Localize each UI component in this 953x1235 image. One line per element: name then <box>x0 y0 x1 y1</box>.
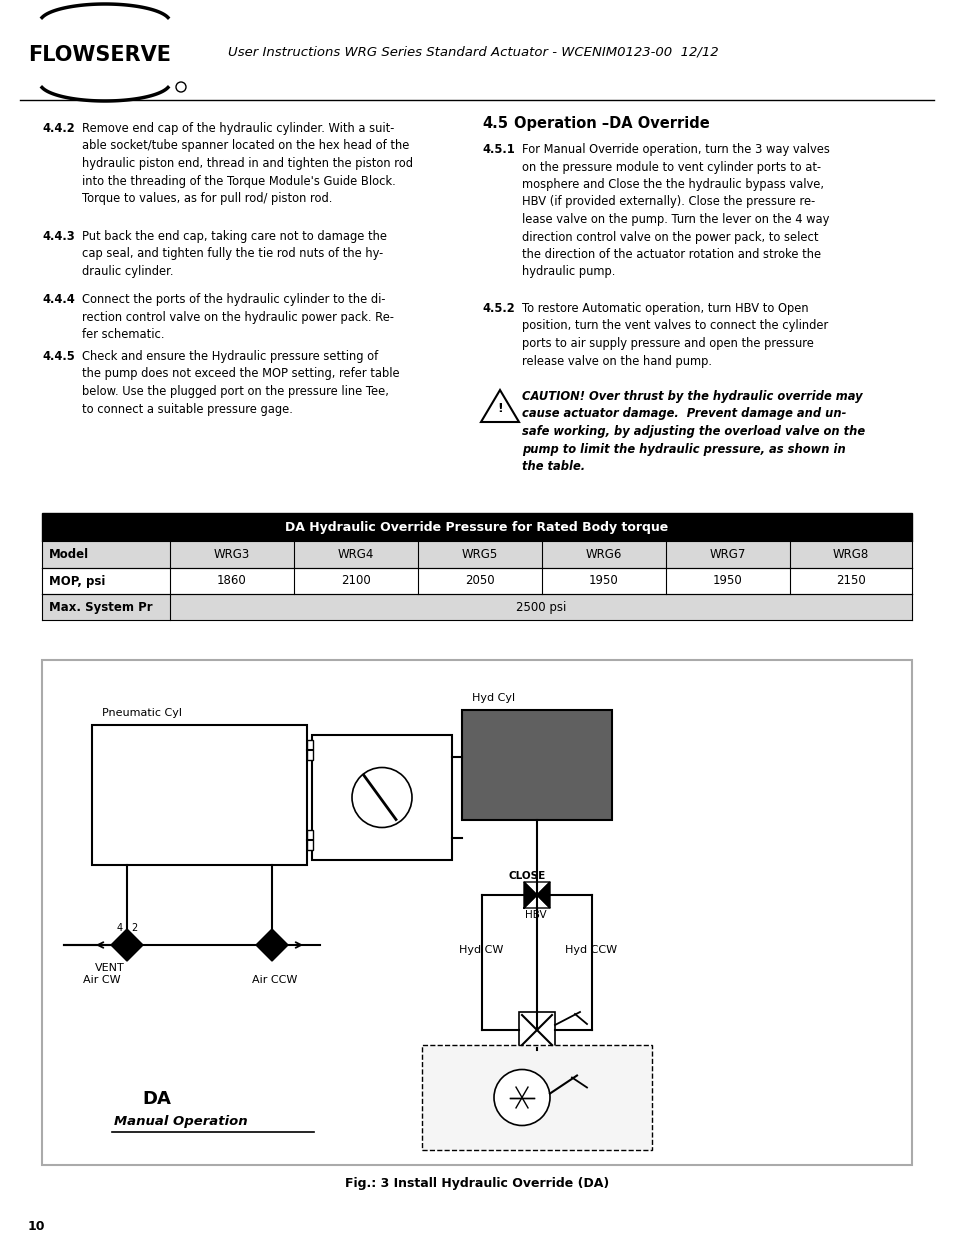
Text: 10: 10 <box>28 1220 46 1233</box>
Text: User Instructions WRG Series Standard Actuator - WCENIM0123-00  12/12: User Instructions WRG Series Standard Ac… <box>228 46 718 58</box>
Text: Model: Model <box>49 548 89 561</box>
Bar <box>518 1011 555 1049</box>
Text: Connect the ports of the hydraulic cylinder to the di-
rection control valve on : Connect the ports of the hydraulic cylin… <box>82 293 394 341</box>
Text: 4.5.1: 4.5.1 <box>481 143 515 156</box>
Text: 4.4.4: 4.4.4 <box>42 293 74 306</box>
Bar <box>312 735 452 860</box>
Bar <box>461 710 612 820</box>
Bar <box>42 594 911 620</box>
Text: Put back the end cap, taking care not to damage the
cap seal, and tighten fully : Put back the end cap, taking care not to… <box>82 230 387 278</box>
Circle shape <box>494 1070 550 1125</box>
Text: WRG4: WRG4 <box>337 548 374 561</box>
Text: Fig.: 3 Install Hydraulic Override (DA): Fig.: 3 Install Hydraulic Override (DA) <box>345 1177 608 1189</box>
Text: Remove end cap of the hydraulic cylinder. With a suit-
able socket/tube spanner : Remove end cap of the hydraulic cylinder… <box>82 122 413 205</box>
Text: WRG5: WRG5 <box>461 548 497 561</box>
Circle shape <box>352 767 412 827</box>
Text: CLOSE: CLOSE <box>509 871 546 881</box>
Bar <box>42 568 911 594</box>
Text: WRG7: WRG7 <box>709 548 745 561</box>
Text: Hyd Cyl: Hyd Cyl <box>472 693 515 703</box>
Text: Manual Operation: Manual Operation <box>113 1115 248 1128</box>
Text: !: ! <box>497 401 502 415</box>
Bar <box>307 830 313 850</box>
Text: CAUTION! Over thrust by the hydraulic override may
cause actuator damage.  Preve: CAUTION! Over thrust by the hydraulic ov… <box>521 390 864 473</box>
Text: 2050: 2050 <box>465 574 495 588</box>
Text: 4: 4 <box>117 923 123 932</box>
Bar <box>42 513 911 541</box>
Text: HBV: HBV <box>524 910 546 920</box>
Bar <box>42 659 911 1165</box>
Text: Pneumatic Cyl: Pneumatic Cyl <box>102 708 182 718</box>
Text: 4.5.2: 4.5.2 <box>481 303 515 315</box>
Text: Hyd CW: Hyd CW <box>458 945 503 955</box>
Text: DA: DA <box>142 1091 171 1108</box>
Text: 1950: 1950 <box>713 574 742 588</box>
Text: 1950: 1950 <box>589 574 618 588</box>
Text: 2500 psi: 2500 psi <box>516 600 565 614</box>
Text: WRG8: WRG8 <box>832 548 868 561</box>
Text: 4.4.5: 4.4.5 <box>42 350 74 363</box>
Text: MOP, psi: MOP, psi <box>49 574 105 588</box>
Text: Operation –DA Override: Operation –DA Override <box>514 116 709 131</box>
Text: 2150: 2150 <box>835 574 865 588</box>
Text: 1860: 1860 <box>217 574 247 588</box>
Text: Hyd CCW: Hyd CCW <box>564 945 617 955</box>
Text: For Manual Override operation, turn the 3 way valves
on the pressure module to v: For Manual Override operation, turn the … <box>521 143 829 279</box>
Text: FLOWSERVE: FLOWSERVE <box>28 44 171 65</box>
Text: Air CW: Air CW <box>83 974 120 986</box>
Polygon shape <box>523 882 537 908</box>
Bar <box>42 541 911 568</box>
Text: WRG6: WRG6 <box>585 548 621 561</box>
Text: VENT: VENT <box>95 963 125 973</box>
Text: 4.4.2: 4.4.2 <box>42 122 74 135</box>
Text: 4.5: 4.5 <box>481 116 507 131</box>
Bar <box>307 740 313 760</box>
Bar <box>421 1045 651 1150</box>
Text: 2100: 2100 <box>341 574 371 588</box>
Text: To restore Automatic operation, turn HBV to Open
position, turn the vent valves : To restore Automatic operation, turn HBV… <box>521 303 827 368</box>
Polygon shape <box>255 929 288 961</box>
Polygon shape <box>111 929 143 961</box>
Text: WRG3: WRG3 <box>213 548 250 561</box>
Bar <box>91 725 307 864</box>
Text: DA Hydraulic Override Pressure for Rated Body torque: DA Hydraulic Override Pressure for Rated… <box>285 520 668 534</box>
Text: Check and ensure the Hydraulic pressure setting of
the pump does not exceed the : Check and ensure the Hydraulic pressure … <box>82 350 399 415</box>
Text: 4.4.3: 4.4.3 <box>42 230 74 243</box>
Text: 2: 2 <box>131 923 137 932</box>
Polygon shape <box>537 882 550 908</box>
Text: Max. System Pr: Max. System Pr <box>49 600 152 614</box>
Text: Air CCW: Air CCW <box>252 974 297 986</box>
